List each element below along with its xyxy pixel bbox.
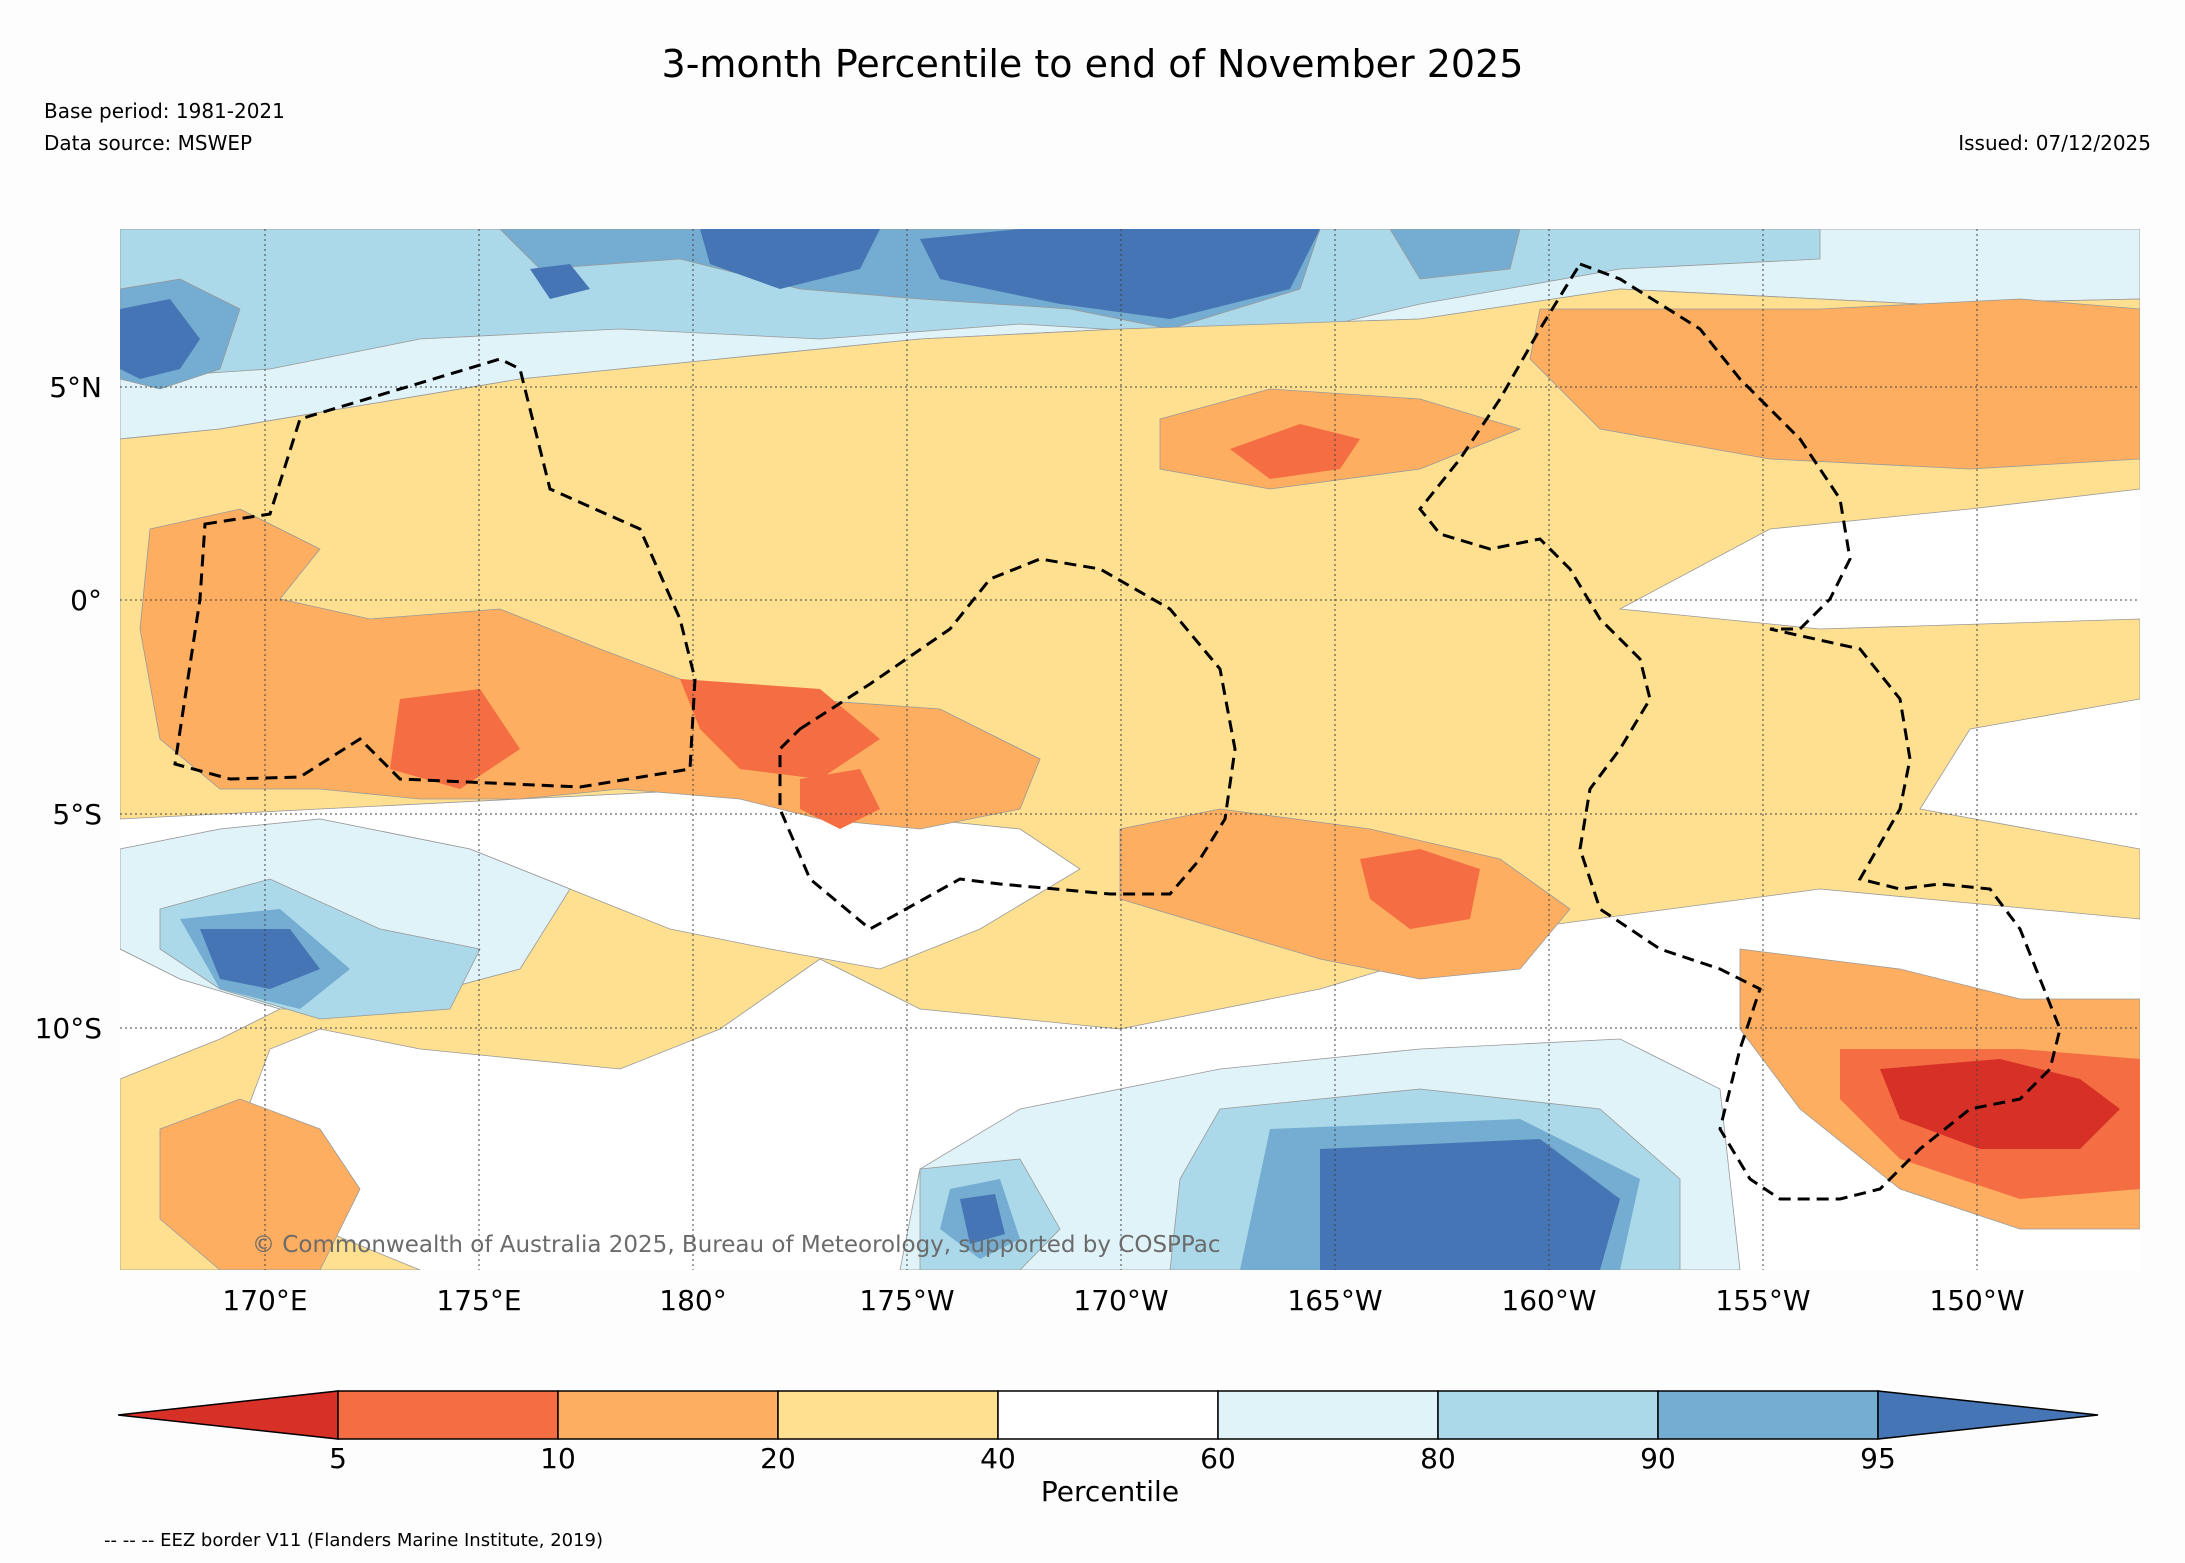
map-title: 3-month Percentile to end of November 20… [661, 42, 1524, 86]
colorbar-tick-5: 5 [329, 1442, 347, 1475]
copyright-notice: © Commonwealth of Australia 2025, Bureau… [252, 1232, 1221, 1258]
colorbar-tick-80: 80 [1420, 1442, 1456, 1475]
lat-label-5n: 5°N [49, 371, 102, 404]
colorbar-segment-lt5 [118, 1390, 339, 1440]
colorbar-tick-90: 90 [1640, 1442, 1676, 1475]
lon-label-175e: 175°E [436, 1284, 522, 1317]
colorbar-label: Percentile [1040, 1475, 1180, 1508]
graticule [120, 229, 2140, 1270]
lat-label-10s: 10°S [34, 1012, 102, 1045]
eez-footnote: -- -- -- EEZ border V11 (Flanders Marine… [104, 1530, 604, 1551]
colorbar-segment-5-10 [337, 1390, 559, 1440]
region-wet-south-extreme [200, 929, 1620, 1270]
lon-label-180: 180° [659, 1284, 727, 1317]
colorbar-tick-10: 10 [540, 1442, 576, 1475]
colorbar-tick-20: 20 [760, 1442, 796, 1475]
lon-label-175w: 175°W [859, 1284, 955, 1317]
colorbar-segment-10-20 [557, 1390, 779, 1440]
issued-date: Issued: 07/12/2025 [1958, 131, 2151, 155]
region-dry-10-20 [139, 298, 2140, 1270]
colorbar-segment-20-40 [777, 1390, 999, 1440]
eez-borders [173, 262, 2062, 1201]
colorbar [118, 1390, 2099, 1440]
base-period: Base period: 1981-2021 [44, 99, 285, 123]
lon-label-170e: 170°E [222, 1284, 308, 1317]
colorbar-segment-gt95 [1877, 1390, 2099, 1440]
colorbar-segment-90-95 [1657, 1390, 1879, 1440]
data-source: Data source: MSWEP [44, 131, 253, 155]
colorbar-tick-95: 95 [1860, 1442, 1896, 1475]
colorbar-tick-60: 60 [1200, 1442, 1236, 1475]
lon-label-160w: 160°W [1501, 1284, 1597, 1317]
colorbar-segment-80-90 [1437, 1390, 1659, 1440]
region-wet-south-strong [180, 909, 1640, 1270]
region-wet-north-extreme [120, 229, 1320, 379]
lon-label-165w: 165°W [1287, 1284, 1383, 1317]
lon-label-155w: 155°W [1715, 1284, 1811, 1317]
lon-label-150w: 150°W [1929, 1284, 2025, 1317]
colorbar-tick-40: 40 [980, 1442, 1016, 1475]
colorbar-segment-40-60 [997, 1390, 1219, 1440]
lat-label-5s: 5°S [52, 798, 102, 831]
lon-label-170w: 170°W [1073, 1284, 1169, 1317]
percentile-map [120, 229, 2140, 1270]
colorbar-segment-60-80 [1217, 1390, 1439, 1440]
region-dry-20-40 [120, 288, 2140, 1270]
lat-label-0: 0° [70, 584, 102, 617]
